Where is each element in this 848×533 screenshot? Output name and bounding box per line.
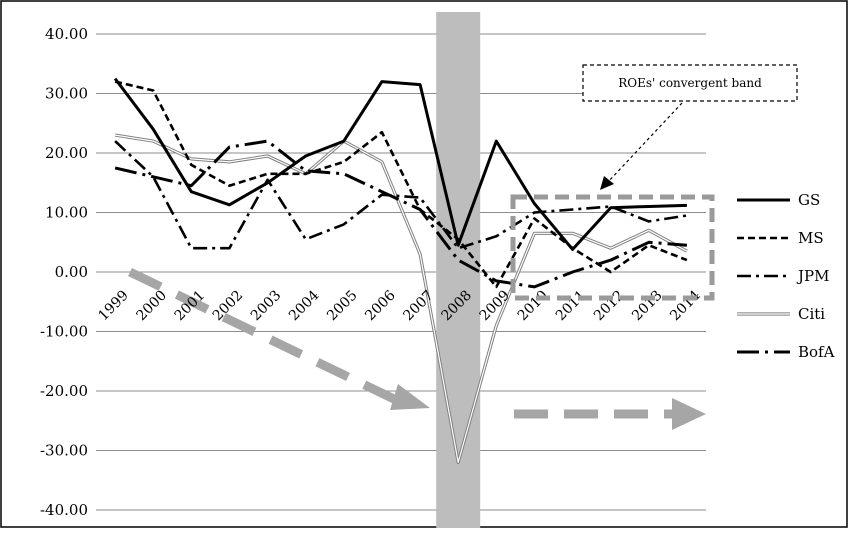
downtrend-arrowhead [390,384,430,410]
series-line-citi-inner [115,134,688,463]
y-axis-ticks: 40.00 30.00 20.00 10.00 0.00 -10.00 -20.00 -30.… [40,25,88,519]
recession-band [436,12,481,528]
legend-label-bofa: BofA [798,343,835,361]
flat-arrowhead [672,398,706,430]
legend: GS MS JPM Citi BofA [737,191,835,361]
callout-arrow [607,102,683,183]
y-tick-label: 40.00 [45,25,88,43]
recession-shade [436,12,481,528]
y-tick-label: 30.00 [45,85,88,103]
convergent-band-box [510,194,715,301]
y-tick-label: -20.00 [40,382,88,400]
series-line-jpm [114,140,688,250]
callout-box [582,64,798,102]
gridlines [96,33,706,511]
y-tick-label: -10.00 [40,323,88,341]
series-line-bofa [114,139,688,289]
y-tick-label: 20.00 [45,144,88,162]
legend-label-jpm: JPM [796,267,829,285]
series-line-gs [113,77,687,251]
legend-label-gs: GS [798,191,820,209]
legend-label-citi: Citi [798,305,825,323]
y-tick-label: 0.00 [55,263,88,281]
callout-label: ROEs' convergent band [618,76,762,90]
y-tick-label: -30.00 [40,442,88,460]
convergent-band-annotation: ROEs' convergent band [510,64,798,301]
trend-arrows [128,267,706,430]
legend-label-ms: MS [798,229,824,247]
series-lines [113,77,688,464]
y-tick-label: 10.00 [45,204,88,222]
y-tick-label: -40.00 [40,501,88,519]
callout-arrowhead [600,176,614,190]
series-line-ms [114,80,688,289]
